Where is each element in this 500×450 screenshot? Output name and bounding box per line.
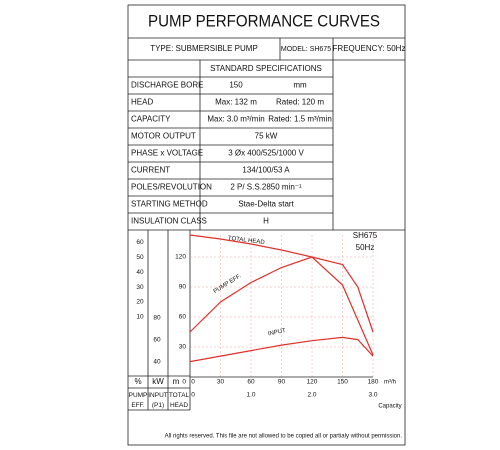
spec-label: CURRENT: [131, 166, 170, 175]
curve: [189, 336, 374, 363]
spec-title: STANDARD SPECIFICATIONS: [210, 64, 322, 73]
frequency: FREQUENCY: 50Hz: [333, 44, 406, 53]
curve-label: PUMP EFF.: [213, 273, 243, 295]
spec-value: Stae-Delta start: [238, 200, 294, 209]
x-tick-label: 150: [337, 379, 348, 386]
spec-value: Rated: 120 m: [276, 98, 324, 107]
axis-label: PUMP EFF.: [129, 392, 148, 409]
y2-tick-label: 50: [136, 254, 144, 261]
curve-label: TOTAL HEAD: [228, 236, 266, 247]
spec-value: 134/100/53 A: [242, 166, 290, 175]
spec-label: MOTOR OUTPUT: [131, 132, 196, 141]
spec-label: POLES/REVOLUTION: [131, 183, 212, 192]
spec-value: Max: 3.0 m³/min: [207, 115, 264, 124]
x2-tick-label: 1.0: [246, 392, 255, 399]
frame: [127, 4, 406, 446]
footer: All rights reserved. This file are not a…: [165, 434, 403, 440]
curve-label: INPUT: [267, 328, 286, 338]
x2-tick-label: 3.0: [368, 392, 377, 399]
spec-value: 2 P/ S.S.2850 min⁻¹: [230, 183, 302, 192]
y2-tick-label: 30: [136, 284, 144, 291]
x2-tick-label: 0: [191, 392, 195, 399]
y-tick-label: 90: [179, 284, 187, 291]
spec-value: mm: [293, 81, 307, 90]
x2-tick-label: 2.0: [307, 392, 316, 399]
y3-tick-label: 40: [153, 358, 161, 365]
x-tick-label: 60: [247, 379, 255, 386]
x2-label: Capacity: [378, 404, 401, 410]
x-tick-label: 30: [217, 379, 225, 386]
x-tick-label: 90: [278, 379, 286, 386]
spec-value: 150: [229, 81, 243, 90]
y2-tick-label: 20: [136, 299, 144, 306]
y3-tick-label: 60: [153, 336, 161, 343]
curve: [189, 256, 374, 333]
x-tick-label: 180: [368, 379, 379, 386]
y3-tick-label: 80: [153, 314, 161, 321]
y-tick-label: 0: [182, 379, 186, 386]
curve: [189, 234, 374, 356]
spec-label: HEAD: [131, 98, 153, 107]
head-unit: m: [173, 377, 180, 386]
y-tick-label: 60: [179, 314, 187, 321]
spec-value: H: [263, 217, 269, 226]
y-tick-label: 120: [175, 254, 186, 261]
model: MODEL: SH675: [281, 46, 331, 53]
spec-value: 3 Øx 400/525/1000 V: [228, 149, 304, 158]
x-tick-label: 120: [307, 379, 318, 386]
kw-unit: kW: [152, 377, 164, 386]
eff-unit: %: [134, 377, 141, 386]
x-tick-label: 0: [191, 379, 195, 386]
pump-type: TYPE: SUBMERSIBLE PUMP: [150, 44, 258, 53]
title: PUMP PERFORMANCE CURVES: [148, 11, 380, 30]
y-tick-label: 30: [179, 344, 187, 351]
y2-tick-label: 10: [136, 314, 144, 321]
spec-label: INSULATION CLASS: [131, 217, 207, 226]
spec-value: Rated: 1.5 m³/min: [268, 115, 332, 124]
spec-label: STARTING METHOD: [131, 200, 208, 209]
axis-label: INPUT (P1): [148, 392, 168, 409]
spec-label: DISCHARGE BORE: [131, 81, 203, 90]
spec-value: Max: 132 m: [215, 98, 257, 107]
x-unit: m³/h: [384, 380, 396, 386]
axis-label: TOTAL HEAD: [169, 392, 190, 409]
chart-frequency: 50Hz: [356, 243, 375, 252]
spec-label: CAPACITY: [131, 115, 171, 124]
chart-model: SH675: [353, 231, 378, 240]
y2-tick-label: 60: [136, 239, 144, 246]
spec-value: 75 kW: [255, 132, 278, 141]
y2-tick-label: 40: [136, 269, 144, 276]
spec-label: PHASE x VOLTAGE: [131, 149, 203, 158]
